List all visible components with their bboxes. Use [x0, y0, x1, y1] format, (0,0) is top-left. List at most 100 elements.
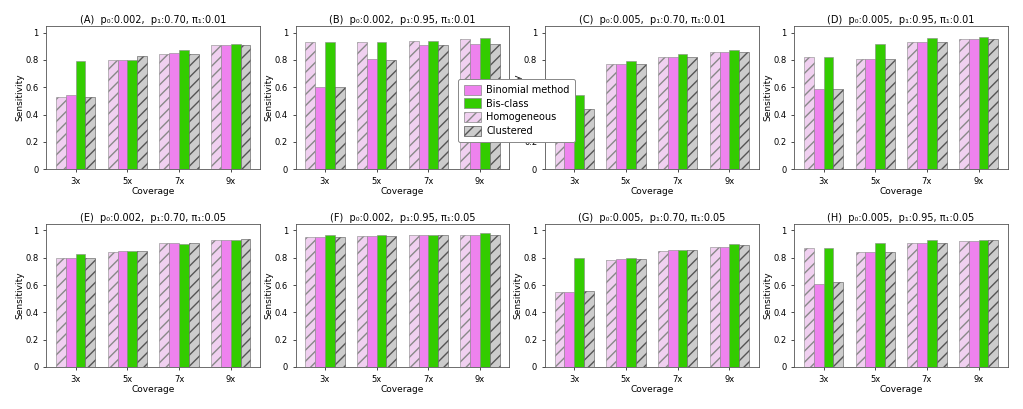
- Title: (D)  p₀:0.005,  p₁:0.95, π₁:0.01: (D) p₀:0.005, p₁:0.95, π₁:0.01: [828, 15, 975, 25]
- Bar: [240, 45, 251, 169]
- Bar: [460, 234, 471, 367]
- Bar: [959, 39, 969, 169]
- Bar: [710, 247, 719, 367]
- Bar: [740, 52, 749, 169]
- Bar: [179, 244, 189, 367]
- Bar: [855, 252, 865, 367]
- Bar: [907, 243, 917, 367]
- Bar: [429, 234, 438, 367]
- Bar: [418, 45, 429, 169]
- Bar: [865, 252, 876, 367]
- Bar: [107, 60, 118, 169]
- Bar: [917, 243, 927, 367]
- Bar: [813, 284, 824, 367]
- Bar: [865, 58, 876, 169]
- Bar: [584, 109, 594, 169]
- Bar: [584, 290, 594, 367]
- Bar: [480, 38, 490, 169]
- Bar: [677, 249, 687, 367]
- Bar: [76, 254, 86, 367]
- Bar: [876, 243, 885, 367]
- Bar: [740, 245, 749, 367]
- X-axis label: Coverage: Coverage: [132, 385, 175, 394]
- Bar: [969, 241, 979, 367]
- Bar: [118, 60, 127, 169]
- Bar: [565, 292, 574, 367]
- Y-axis label: Sensitivity: Sensitivity: [763, 272, 772, 319]
- Bar: [189, 243, 198, 367]
- Bar: [729, 244, 740, 367]
- Bar: [917, 42, 927, 169]
- Bar: [554, 292, 565, 367]
- Bar: [56, 258, 65, 367]
- Bar: [137, 251, 147, 367]
- Bar: [607, 64, 616, 169]
- Bar: [211, 45, 221, 169]
- Bar: [211, 240, 221, 367]
- Y-axis label: Sensitivity: Sensitivity: [514, 272, 523, 319]
- Bar: [927, 240, 937, 367]
- X-axis label: Coverage: Coverage: [381, 187, 425, 196]
- Bar: [824, 248, 834, 367]
- Bar: [834, 282, 843, 367]
- Bar: [907, 42, 917, 169]
- Bar: [160, 54, 169, 169]
- Legend: Binomial method, Bis-class, Homogeneous, Clustered: Binomial method, Bis-class, Homogeneous,…: [458, 79, 575, 142]
- Bar: [65, 95, 76, 169]
- Bar: [687, 57, 698, 169]
- Bar: [490, 234, 499, 367]
- Bar: [959, 241, 969, 367]
- Bar: [927, 38, 937, 169]
- Bar: [574, 258, 584, 367]
- Bar: [719, 52, 729, 169]
- Bar: [429, 41, 438, 169]
- Bar: [169, 53, 179, 169]
- Bar: [979, 37, 988, 169]
- Bar: [65, 258, 76, 367]
- Bar: [554, 110, 565, 169]
- Bar: [937, 243, 946, 367]
- Bar: [607, 261, 616, 367]
- Bar: [76, 61, 86, 169]
- Bar: [409, 41, 418, 169]
- Bar: [107, 252, 118, 367]
- Bar: [471, 234, 480, 367]
- Bar: [438, 234, 448, 367]
- Bar: [626, 61, 635, 169]
- Bar: [179, 50, 189, 169]
- Bar: [979, 240, 988, 367]
- Bar: [376, 42, 387, 169]
- Bar: [855, 58, 865, 169]
- Bar: [729, 50, 740, 169]
- Bar: [687, 249, 698, 367]
- Bar: [86, 258, 95, 367]
- Y-axis label: Sensitivity: Sensitivity: [264, 74, 273, 121]
- Bar: [169, 243, 179, 367]
- Bar: [335, 87, 345, 169]
- Bar: [438, 45, 448, 169]
- Bar: [658, 251, 668, 367]
- Bar: [719, 247, 729, 367]
- Bar: [804, 248, 813, 367]
- Bar: [118, 251, 127, 367]
- Bar: [988, 39, 998, 169]
- X-axis label: Coverage: Coverage: [132, 187, 175, 196]
- Bar: [376, 234, 387, 367]
- Bar: [315, 237, 325, 367]
- Title: (E)  p₀:0.002,  p₁:0.70, π₁:0.05: (E) p₀:0.002, p₁:0.70, π₁:0.05: [80, 213, 226, 223]
- Bar: [305, 42, 315, 169]
- X-axis label: Coverage: Coverage: [880, 187, 923, 196]
- Bar: [635, 64, 646, 169]
- Bar: [387, 60, 396, 169]
- Bar: [418, 234, 429, 367]
- Bar: [367, 236, 376, 367]
- Bar: [189, 54, 198, 169]
- Title: (B)  p₀:0.002,  p₁:0.95, π₁:0.01: (B) p₀:0.002, p₁:0.95, π₁:0.01: [329, 15, 476, 25]
- Bar: [988, 240, 998, 367]
- Y-axis label: Sensitivity: Sensitivity: [15, 272, 24, 319]
- Bar: [137, 56, 147, 169]
- Bar: [221, 45, 231, 169]
- Bar: [335, 237, 345, 367]
- Bar: [813, 89, 824, 169]
- X-axis label: Coverage: Coverage: [630, 187, 673, 196]
